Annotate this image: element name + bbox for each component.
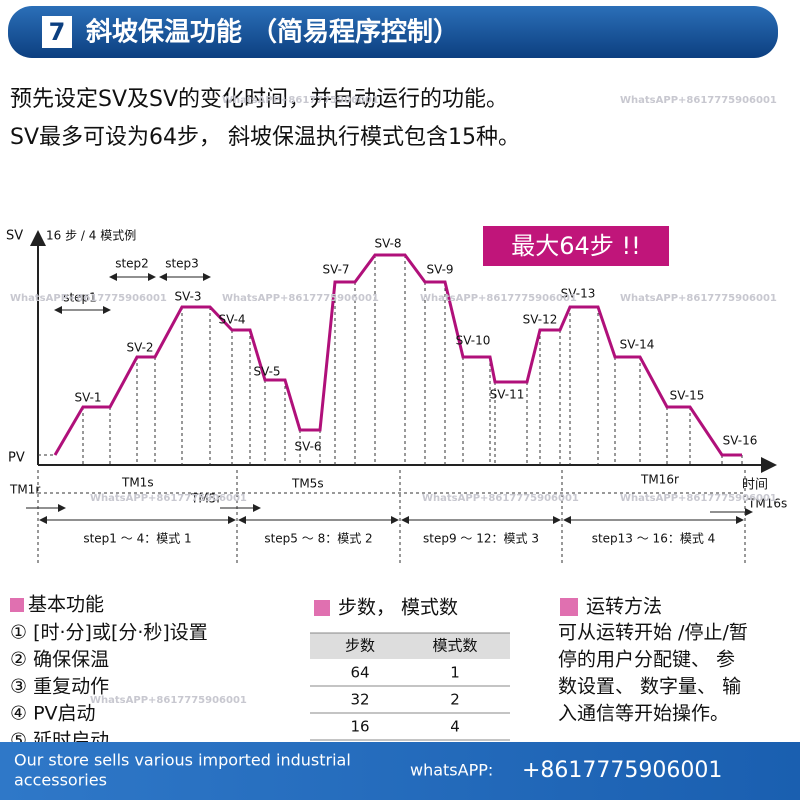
badge-text: 最大64步 !! — [511, 232, 640, 260]
sv-label: SV-8 — [374, 237, 401, 251]
sv-label: SV-6 — [294, 440, 321, 454]
step-label: step1 — [63, 291, 97, 305]
footer-bar — [0, 742, 800, 800]
footer-store: accessories — [14, 771, 107, 790]
pattern-label: step9 ～ 12：模式 3 — [423, 532, 539, 546]
sv-label: SV-5 — [253, 365, 280, 379]
sv-label: SV-13 — [561, 287, 596, 301]
table-cell: 32 — [350, 691, 369, 709]
step-label: step3 — [165, 257, 199, 271]
timer-label: TM5r — [190, 492, 221, 506]
section-title: 步数， 模式数 — [338, 597, 458, 619]
sv-label: SV-2 — [126, 341, 153, 355]
table-header-cell: 模式数 — [432, 637, 477, 655]
table-cell: 4 — [450, 718, 460, 736]
watermark: WhatsAPP+8617775906001 — [422, 493, 579, 504]
header-title: 斜坡保温功能 （简易程序控制） — [85, 17, 459, 48]
sv-label: SV-11 — [490, 388, 525, 402]
watermark: WhatsAPP+8617775906001 — [620, 493, 777, 504]
footer-store: Our store sells various imported industr… — [14, 751, 351, 770]
operation-line: 可从运转开始 /停止/暂 — [558, 622, 748, 644]
timer-label: TM16r — [640, 473, 679, 487]
sv-label: SV-14 — [620, 338, 655, 352]
watermark: WhatsAPP+8617775906001 — [222, 95, 379, 106]
sv-label: SV-15 — [670, 389, 705, 403]
intro-line: 预先设定SV及SV的变化时间，并自动运行的功能。 — [10, 87, 508, 112]
sv-label: SV-3 — [174, 290, 201, 304]
timer-label: TM16s — [747, 497, 787, 511]
sv-label: SV-1 — [74, 391, 101, 405]
watermark: WhatsAPP+8617775906001 — [222, 293, 379, 304]
footer-phone: +8617775906001 — [522, 758, 722, 783]
intro-line: SV最多可设为64步， 斜坡保温执行模式包含15种。 — [10, 125, 520, 150]
table-cell: 64 — [350, 664, 369, 682]
bullet — [314, 600, 330, 616]
sv-label: SV-7 — [322, 263, 349, 277]
diagram-layout: SV-1 SV-2 SV-3 SV-4 SV-5 SV-6 SV-7 SV-8 SV-9 SV-1… — [9, 95, 787, 706]
basic-item: ① [时·分]或[分·秒]设置 — [10, 622, 208, 644]
diagram-subtitle: 16 步 / 4 模式例 — [46, 229, 136, 243]
operation-line: 入通信等开始操作。 — [558, 703, 729, 725]
section-title: 基本功能 — [28, 594, 104, 616]
watermark: WhatsAPP+8617775906001 — [420, 293, 577, 304]
pv-label: PV — [8, 451, 25, 466]
sv-label: SV-4 — [218, 313, 245, 327]
pattern-label: step13 ～ 16：模式 4 — [592, 532, 716, 546]
profile-line — [53, 253, 742, 457]
table-cell: 1 — [450, 664, 460, 682]
watermark: WhatsAPP+8617775906001 — [10, 293, 167, 304]
footer-label: whatsAPP: — [410, 761, 493, 780]
sv-label: SV-12 — [523, 313, 558, 327]
y-axis-label: SV — [6, 229, 23, 244]
table-header — [310, 633, 510, 659]
table-cell: 2 — [450, 691, 460, 709]
timer-label: TM1r — [9, 483, 40, 497]
timer-label: TM5s — [291, 477, 324, 491]
basic-item: ③ 重复动作 — [10, 676, 109, 698]
step-label: step2 — [115, 257, 149, 271]
sv-label: SV-16 — [723, 434, 758, 448]
x-axis-label: 时间 — [742, 478, 768, 493]
table-cell: 16 — [350, 718, 369, 736]
bullet — [560, 598, 578, 616]
section-title: 运转方法 — [586, 596, 662, 618]
header-bar — [8, 6, 778, 58]
watermark: WhatsAPP+8617775906001 — [90, 493, 247, 504]
basic-item: ④ PV启动 — [10, 703, 96, 725]
timer-label: TM1s — [121, 476, 154, 490]
watermark: WhatsAPP+8617775906001 — [620, 95, 777, 106]
watermark: WhatsAPP+8617775906001 — [620, 293, 777, 304]
pattern-label: step5 ～ 8：模式 2 — [264, 532, 372, 546]
number-box — [42, 16, 72, 48]
badge — [483, 226, 669, 266]
pattern-label: step1 ～ 4：模式 1 — [83, 532, 191, 546]
watermark: WhatsAPP+8617775906001 — [90, 695, 247, 706]
section-number: 7 — [49, 18, 66, 46]
basic-item: ② 确保保温 — [10, 649, 109, 671]
bullet — [10, 598, 24, 612]
operation-line: 停的用户分配键、 参 — [558, 649, 735, 671]
sv-label: SV-9 — [426, 263, 453, 277]
operation-line: 数设置、 数字量、 输 — [558, 676, 741, 698]
sv-label: SV-10 — [456, 334, 491, 348]
table-header-cell: 步数 — [345, 637, 375, 655]
